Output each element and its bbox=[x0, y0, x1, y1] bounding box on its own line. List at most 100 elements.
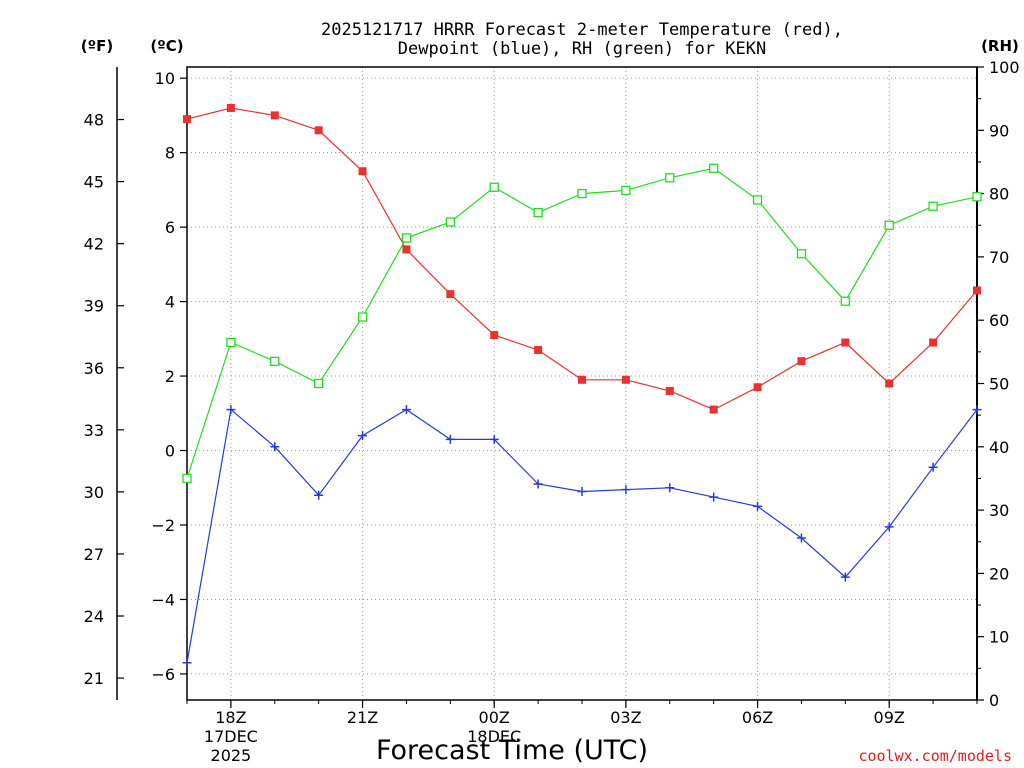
dewpoint-point bbox=[445, 434, 455, 444]
celsius-tick-label: 10 bbox=[155, 69, 175, 88]
rh-unit-label: (RH) bbox=[981, 37, 1019, 55]
rh-tick-label: 0 bbox=[989, 691, 999, 710]
celsius-unit-label: (ºC) bbox=[150, 37, 183, 55]
rh-point bbox=[533, 207, 543, 218]
rh-point bbox=[182, 473, 192, 484]
rh-point bbox=[884, 220, 894, 230]
dewpoint-point bbox=[753, 501, 763, 511]
credit-text: coolwx.com/models bbox=[858, 747, 1012, 765]
rh-point bbox=[928, 201, 938, 211]
temperature-point bbox=[183, 115, 191, 124]
rh-point bbox=[357, 312, 368, 322]
rh-tick-label: 90 bbox=[989, 121, 1009, 140]
celsius-tick-label: 8 bbox=[165, 144, 175, 163]
fahrenheit-tick-label: 24 bbox=[84, 607, 104, 626]
dewpoint-point bbox=[314, 490, 324, 500]
celsius-tick-label: −6 bbox=[151, 665, 175, 684]
temperature-point bbox=[314, 126, 323, 135]
temperature-point bbox=[226, 103, 235, 112]
temperature-point bbox=[665, 386, 674, 395]
rh-tick-label: 80 bbox=[989, 185, 1009, 204]
rh-point bbox=[796, 249, 807, 259]
rh-tick-label: 40 bbox=[989, 438, 1009, 457]
fahrenheit-tick-label: 30 bbox=[84, 483, 104, 502]
dewpoint-point bbox=[928, 462, 938, 472]
temperature-point bbox=[753, 383, 762, 392]
rh-tick-label: 10 bbox=[989, 628, 1009, 647]
temperature-point bbox=[621, 375, 630, 384]
rh-point bbox=[489, 182, 499, 192]
fahrenheit-tick-label: 42 bbox=[84, 235, 104, 254]
dewpoint-point bbox=[621, 485, 631, 495]
dewpoint-point bbox=[489, 434, 499, 444]
dewpoint-point bbox=[840, 572, 850, 582]
temperature-point bbox=[270, 111, 279, 120]
rh-point bbox=[445, 217, 455, 227]
x-tick-label: 09Z bbox=[874, 708, 905, 727]
rh-tick-label: 30 bbox=[989, 501, 1009, 520]
fahrenheit-tick-label: 45 bbox=[84, 173, 104, 192]
rh-tick-label: 100 bbox=[989, 58, 1020, 77]
dewpoint-point bbox=[533, 479, 543, 489]
rh-tick-label: 50 bbox=[989, 375, 1009, 394]
dewpoint-point bbox=[401, 405, 411, 415]
temperature-point bbox=[446, 290, 455, 299]
axes: 1086420−2−4−6484542393633302724211009080… bbox=[84, 58, 1020, 765]
fahrenheit-tick-label: 39 bbox=[84, 297, 104, 316]
fahrenheit-tick-label: 27 bbox=[84, 545, 104, 564]
temperature-point bbox=[534, 345, 543, 354]
dewpoint-point bbox=[796, 533, 806, 543]
dewpoint-point bbox=[358, 431, 368, 441]
rh-point bbox=[577, 188, 587, 199]
dewpoint-point bbox=[972, 405, 982, 415]
temperature-point bbox=[709, 405, 718, 414]
temperature-point bbox=[797, 357, 806, 366]
dewpoint-point bbox=[182, 658, 192, 668]
dewpoint-point bbox=[665, 483, 675, 493]
dewpoint-point bbox=[709, 492, 719, 502]
temperature-point bbox=[490, 331, 499, 340]
rh-tick-label: 60 bbox=[989, 311, 1009, 330]
celsius-tick-label: −2 bbox=[151, 516, 175, 535]
dewpoint-point bbox=[884, 522, 894, 532]
dewpoint-point bbox=[270, 442, 280, 452]
data-series bbox=[182, 103, 982, 668]
fahrenheit-tick-label: 36 bbox=[84, 359, 104, 378]
temperature-point bbox=[973, 286, 981, 295]
rh-point bbox=[752, 195, 763, 205]
celsius-tick-label: 0 bbox=[165, 442, 175, 461]
rh-point bbox=[709, 163, 719, 173]
rh-point bbox=[972, 192, 982, 202]
fahrenheit-unit-label: (ºF) bbox=[81, 37, 113, 55]
rh-point bbox=[226, 337, 236, 348]
temperature-point bbox=[578, 375, 586, 384]
rh-point bbox=[314, 378, 324, 389]
dewpoint-point bbox=[226, 405, 236, 415]
x-tick-label: 21Z bbox=[347, 708, 378, 727]
celsius-tick-label: −4 bbox=[151, 590, 175, 609]
temperature-point bbox=[885, 379, 894, 388]
fahrenheit-tick-label: 21 bbox=[84, 669, 104, 688]
temperature-point bbox=[402, 245, 411, 254]
rh-point bbox=[840, 296, 850, 306]
fahrenheit-tick-label: 33 bbox=[84, 421, 104, 440]
fahrenheit-tick-label: 48 bbox=[84, 111, 104, 130]
temperature-line bbox=[186, 107, 978, 411]
x-tick-label: 03Z bbox=[610, 708, 641, 727]
rh-point bbox=[665, 173, 675, 183]
x-tick-date-label: 18DEC bbox=[467, 727, 521, 746]
dewpoint-point bbox=[577, 486, 587, 496]
celsius-tick-label: 4 bbox=[165, 293, 175, 312]
x-axis-label: Forecast Time (UTC) bbox=[376, 735, 648, 766]
chart-title-line2: Dewpoint (blue), RH (green) for KEKN bbox=[398, 39, 766, 59]
x-tick-year-label: 2025 bbox=[211, 746, 252, 765]
celsius-tick-label: 2 bbox=[165, 367, 175, 386]
dewpoint-line bbox=[186, 408, 978, 663]
celsius-tick-label: 6 bbox=[165, 218, 175, 237]
temperature-point bbox=[358, 167, 367, 176]
temperature-point bbox=[841, 338, 850, 347]
x-tick-date-label: 17DEC bbox=[204, 727, 258, 746]
rh-tick-label: 70 bbox=[989, 248, 1009, 267]
rh-point bbox=[401, 233, 412, 243]
